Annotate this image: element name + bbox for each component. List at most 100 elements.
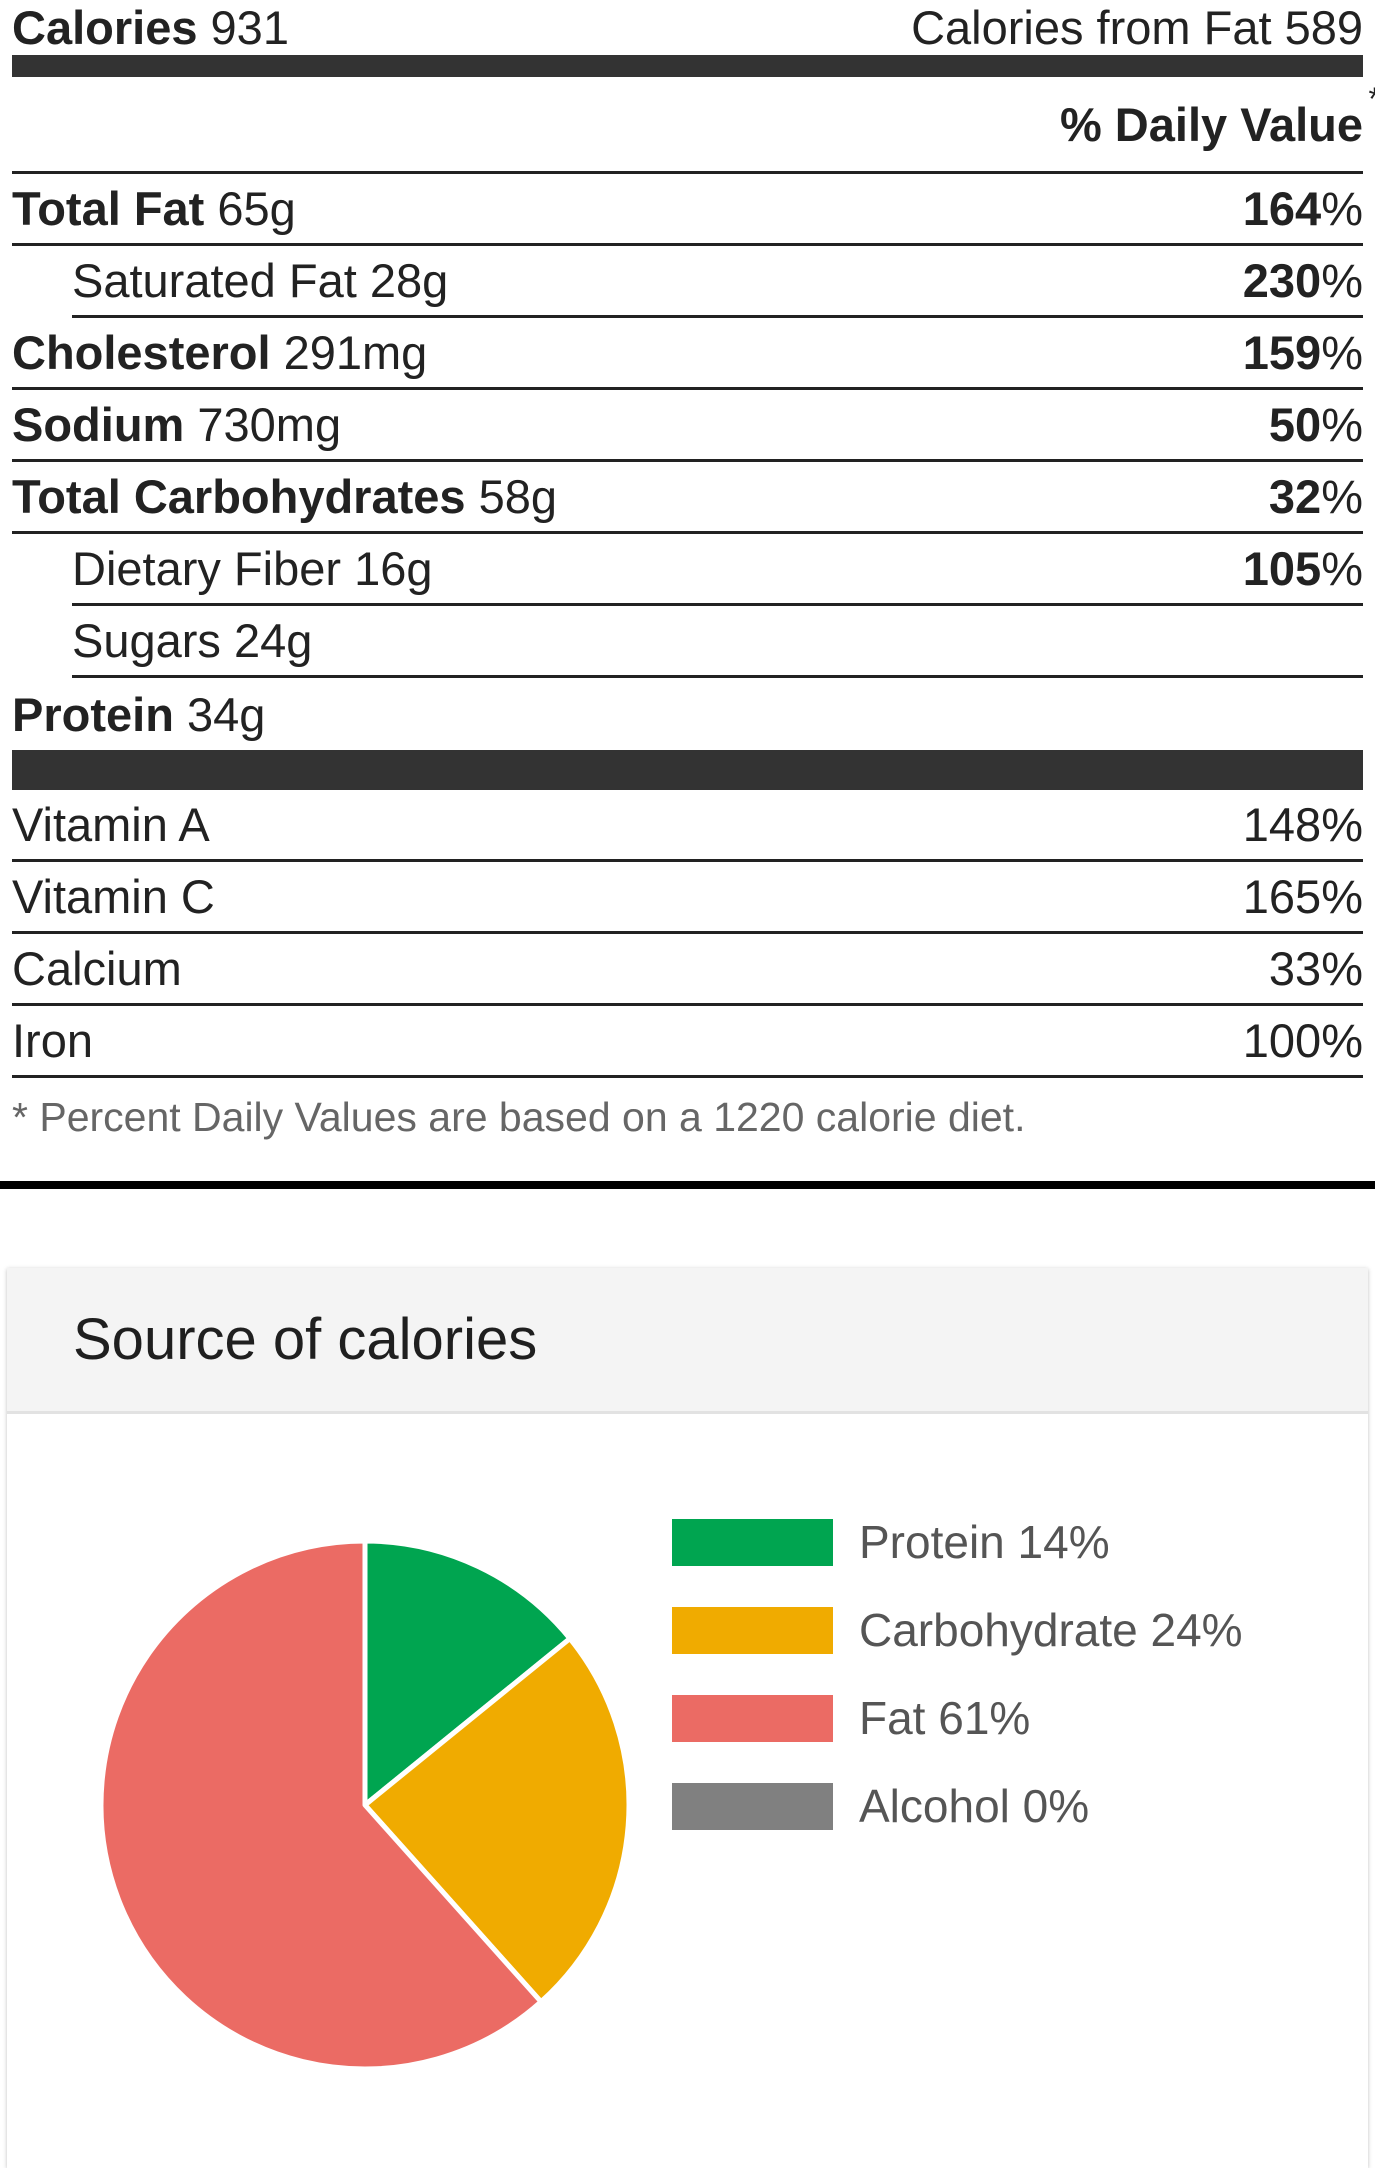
nutrient-daily-value: 164% — [1243, 185, 1363, 232]
nutrient-row: Cholesterol 291mg 159% — [12, 318, 1363, 390]
nutrient-name: Total Fat 65g — [12, 185, 296, 232]
calories-pie-chart — [98, 1538, 632, 2072]
footnote: * Percent Daily Values are based on a 12… — [12, 1094, 1026, 1140]
nutrient-name: Protein 34g — [12, 691, 265, 738]
calories-value: 931 — [210, 1, 289, 54]
vitamin-pct: 100% — [1242, 1014, 1363, 1067]
nutrient-label: Total Carbohydrates — [12, 470, 466, 523]
nutrient-row: Total Carbohydrates 58g 32% — [12, 462, 1363, 534]
nutrient-pct-symbol: % — [1321, 470, 1363, 523]
nutrient-pct-symbol: % — [1321, 398, 1363, 451]
nutrient-daily-value: 159% — [1243, 329, 1363, 376]
legend-label: Fat 61% — [859, 1692, 1031, 1744]
nutrient-name: Total Carbohydrates 58g — [12, 473, 557, 520]
legend-swatch — [672, 1518, 833, 1566]
nutrient-rows: Total Fat 65g 164% Saturated Fat 28g 230% Ch… — [12, 174, 1363, 750]
vitamin-name: Iron — [12, 1014, 93, 1067]
nutrient-pct-number: 164 — [1242, 182, 1322, 235]
legend-swatch — [672, 1606, 833, 1654]
legend-item: Fat 61% — [672, 1674, 1243, 1762]
nutrient-label: Sodium — [12, 398, 185, 451]
daily-value-asterisk: * — [1369, 83, 1375, 115]
nutrient-daily-value: 32% — [1269, 473, 1363, 520]
nutrient-row: Sugars 24g — [72, 606, 1363, 678]
calories-from-fat-text: Calories from Fat 589 — [911, 4, 1363, 51]
legend-swatch — [672, 1782, 833, 1830]
legend-label: Carbohydrate 24% — [859, 1604, 1243, 1656]
nutrient-amount: 730mg — [197, 398, 342, 451]
vitamin-name: Vitamin A — [12, 798, 210, 851]
nutrient-pct-number: 50 — [1268, 398, 1322, 451]
daily-value-header: % Daily Value* — [1059, 83, 1375, 151]
calories-label: Calories — [12, 1, 198, 54]
vitamin-row: Iron 100% — [12, 1006, 1363, 1078]
source-of-calories-card: Source of calories Protein 14% Carbohydra… — [7, 1268, 1368, 2168]
nutrient-amount: 28g — [369, 254, 449, 307]
nutrient-label: Total Fat — [12, 182, 205, 235]
pie-slice-carbohydrate — [362, 1636, 632, 2005]
nutrient-pct-symbol: % — [1321, 182, 1363, 235]
card-title: Source of calories — [73, 1307, 538, 1372]
nutrient-daily-value: 230% — [1243, 257, 1363, 304]
calories-text: Calories 931 — [12, 4, 289, 51]
nutrient-pct-number: 159 — [1242, 326, 1322, 379]
legend-item: Alcohol 0% — [672, 1762, 1243, 1850]
legend-item: Protein 14% — [672, 1498, 1243, 1586]
legend-item: Carbohydrate 24% — [672, 1586, 1243, 1674]
vitamin-name: Vitamin C — [12, 870, 215, 923]
section-divider — [0, 1181, 1375, 1189]
nutrient-amount: 58g — [478, 470, 558, 523]
pie-slice-protein — [362, 1538, 573, 1808]
nutrient-label: Saturated Fat — [72, 254, 357, 307]
nutrient-name: Sodium 730mg — [12, 401, 341, 448]
nutrient-name: Cholesterol 291mg — [12, 329, 427, 376]
vitamin-pct: 165% — [1242, 870, 1363, 923]
nutrient-name: Sugars 24g — [72, 617, 312, 664]
nutrient-row: Protein 34g — [12, 678, 1363, 750]
vitamin-pct: 148% — [1242, 798, 1363, 851]
vitamin-name: Calcium — [12, 942, 182, 995]
nutrient-amount: 34g — [186, 687, 266, 741]
nutrient-name: Dietary Fiber 16g — [72, 545, 433, 592]
vitamin-row: Calcium 33% — [12, 934, 1363, 1006]
nutrient-label: Sugars — [72, 614, 221, 667]
nutrient-pct-number: 105 — [1242, 542, 1322, 595]
thick-divider-top — [12, 55, 1363, 77]
nutrient-amount: 24g — [233, 614, 313, 667]
nutrient-amount: 16g — [354, 542, 433, 595]
nutrient-pct-symbol: % — [1321, 254, 1363, 307]
thick-divider-middle — [12, 750, 1363, 790]
card-header: Source of calories — [7, 1268, 1368, 1414]
vitamin-row: Vitamin C 165% — [12, 862, 1363, 934]
nutrient-pct-symbol: % — [1321, 326, 1363, 379]
daily-value-header-row: % Daily Value* — [12, 77, 1375, 174]
vitamin-row: Vitamin A 148% — [12, 790, 1363, 862]
vitamin-pct: 33% — [1268, 942, 1363, 995]
nutrient-label: Dietary Fiber — [72, 542, 342, 595]
nutrient-daily-value: 50% — [1269, 401, 1363, 448]
legend-swatch — [672, 1694, 833, 1742]
nutrient-row: Dietary Fiber 16g 105% — [72, 534, 1363, 606]
nutrient-amount: 291mg — [283, 326, 428, 379]
nutrient-label: Cholesterol — [12, 326, 271, 379]
calories-from-fat-value: 589 — [1284, 1, 1363, 54]
calories-row: Calories 931 Calories from Fat 589 — [12, 0, 1363, 55]
nutrient-row: Sodium 730mg 50% — [12, 390, 1363, 462]
nutrient-row: Saturated Fat 28g 230% — [72, 246, 1363, 318]
nutrient-pct-number: 32 — [1268, 470, 1322, 523]
vitamin-rows: Vitamin A 148% Vitamin C 165% Calcium 33% Iron… — [12, 790, 1363, 1078]
chart-legend: Protein 14% Carbohydrate 24% Fat 61% Alcoho… — [672, 1498, 1243, 1850]
pie-slice-fat — [98, 1538, 544, 2072]
nutrient-daily-value: 105% — [1243, 545, 1363, 592]
nutrition-label: Calories 931 Calories from Fat 589 % Dai… — [12, 0, 1375, 1078]
nutrient-label: Protein — [12, 687, 174, 741]
nutrient-pct-symbol: % — [1321, 542, 1363, 595]
nutrient-name: Saturated Fat 28g — [72, 257, 448, 304]
daily-value-header-text: % Daily Value — [1059, 97, 1363, 151]
nutrient-amount: 65g — [217, 182, 296, 235]
nutrient-pct-number: 230 — [1242, 254, 1322, 307]
legend-label: Alcohol 0% — [859, 1780, 1090, 1832]
calories-from-fat-label: Calories from Fat — [911, 1, 1272, 54]
legend-label: Protein 14% — [859, 1516, 1110, 1568]
nutrient-row: Total Fat 65g 164% — [12, 174, 1363, 246]
